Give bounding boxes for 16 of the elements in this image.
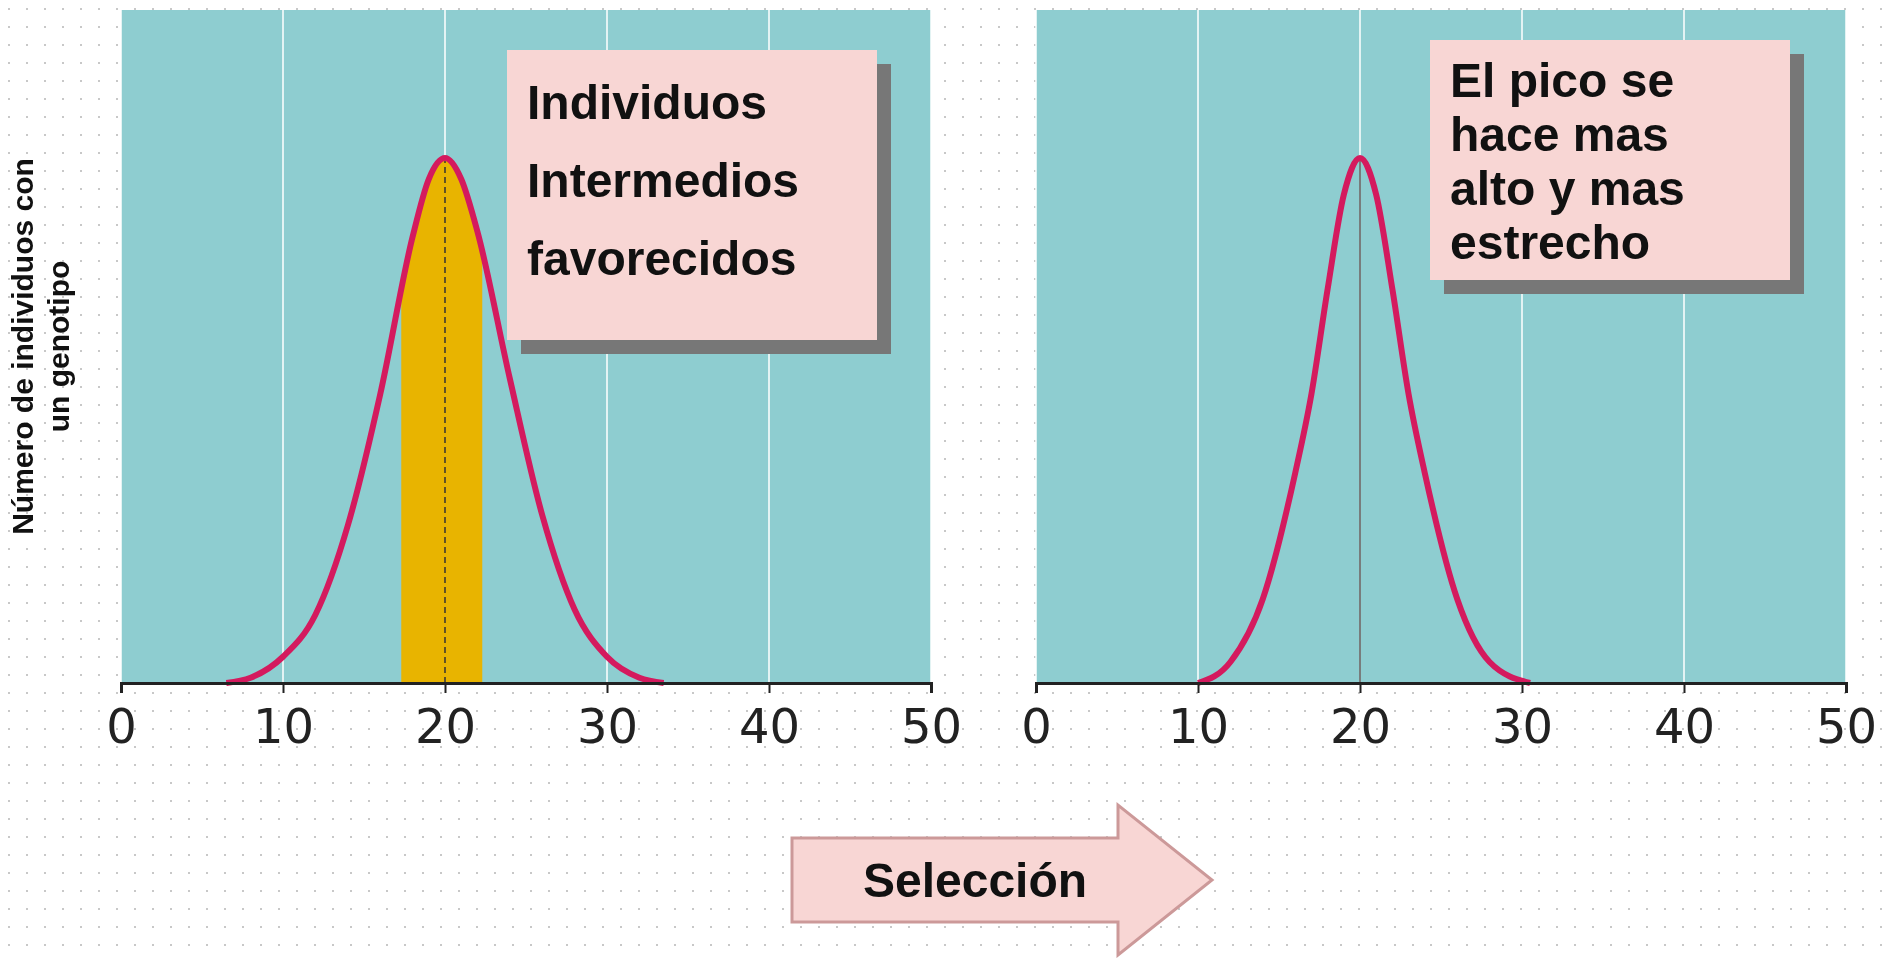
y-axis-title: Número de individuos con un genotipo xyxy=(6,158,75,535)
x-tick-label: 20 xyxy=(414,698,477,755)
x-tick-label: 0 xyxy=(106,698,137,755)
annotation: El pico se hace mas alto y mas estrecho xyxy=(1450,54,1686,270)
x-tick-label: 10 xyxy=(252,698,315,755)
x-tick-label: 50 xyxy=(900,698,963,755)
x-tick-label: 30 xyxy=(1491,698,1554,755)
x-tick-label: 40 xyxy=(738,698,801,755)
x-tick-label: 40 xyxy=(1653,698,1716,755)
x-tick-label: 30 xyxy=(576,698,639,755)
text: Selección xyxy=(862,854,1088,907)
x-tick-label: 20 xyxy=(1329,698,1392,755)
annotation: Individuos Intermedios favorecidos xyxy=(527,75,801,287)
x-tick-label: 0 xyxy=(1021,698,1052,755)
x-tick-label: 50 xyxy=(1815,698,1878,755)
x-tick-label: 10 xyxy=(1167,698,1230,755)
